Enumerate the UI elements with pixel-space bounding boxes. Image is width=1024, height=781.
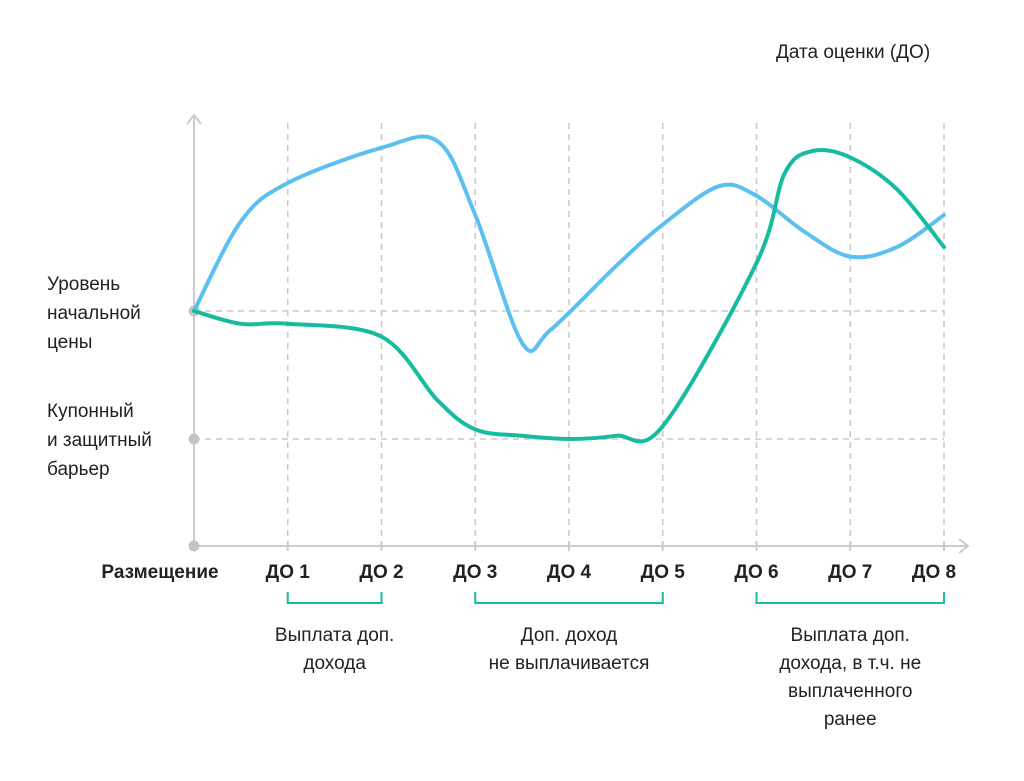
origin-point	[188, 540, 200, 552]
y-level-line: Уровень	[47, 274, 121, 295]
y-level-line: цены	[47, 332, 93, 353]
x-tick-label: ДО 5	[640, 562, 685, 583]
group-caption-line: Выплата доп.	[790, 625, 910, 646]
series-line-blue	[192, 134, 946, 353]
x-tick-label: ДО 6	[734, 562, 779, 583]
group-caption-line: выплаченного	[788, 681, 913, 702]
level-point	[188, 433, 200, 445]
y-level-line: Купонный	[47, 401, 134, 422]
x-tick-label: ДО 1	[265, 562, 310, 583]
x-tick-label: ДО 4	[546, 562, 592, 583]
x-tick-label: ДО 3	[453, 562, 498, 583]
x-tick-label: ДО 7	[828, 562, 873, 583]
x-axis-title: Дата оценки (ДО)	[776, 42, 931, 63]
series-line-green	[192, 147, 946, 444]
y-level-label-start-price: Уровень начальной цены	[47, 270, 141, 357]
group-bracket	[286, 592, 383, 604]
group-caption-line: Выплата доп.	[274, 625, 395, 646]
group-caption-line: не выплачивается	[488, 653, 650, 674]
group-caption-line: ранее	[823, 709, 877, 730]
group-caption-line: Доп. доход	[520, 625, 618, 646]
y-level-line: барьер	[47, 459, 110, 480]
x-tick-label: ДО 8	[911, 562, 957, 583]
y-axis-arrow	[186, 113, 202, 125]
group-caption: Выплата доп. дохода, в т.ч. не выплаченног…	[779, 622, 921, 734]
x-tick-label: ДО 2	[359, 562, 404, 583]
group-caption: Доп. доход не выплачивается	[489, 622, 650, 678]
group-caption-line: дохода	[303, 653, 366, 674]
group-caption-line: дохода, в т.ч. не	[779, 653, 922, 674]
y-level-line: начальной	[47, 303, 141, 324]
y-level-line: и защитный	[47, 430, 152, 451]
x-axis-arrow	[958, 538, 970, 554]
x-tick-label-origin: Размещение	[101, 562, 219, 583]
group-bracket	[755, 592, 945, 604]
group-caption: Выплата доп. дохода	[275, 622, 394, 678]
y-level-label-barrier: Купонный и защитный барьер	[47, 397, 152, 484]
group-bracket	[474, 592, 664, 604]
